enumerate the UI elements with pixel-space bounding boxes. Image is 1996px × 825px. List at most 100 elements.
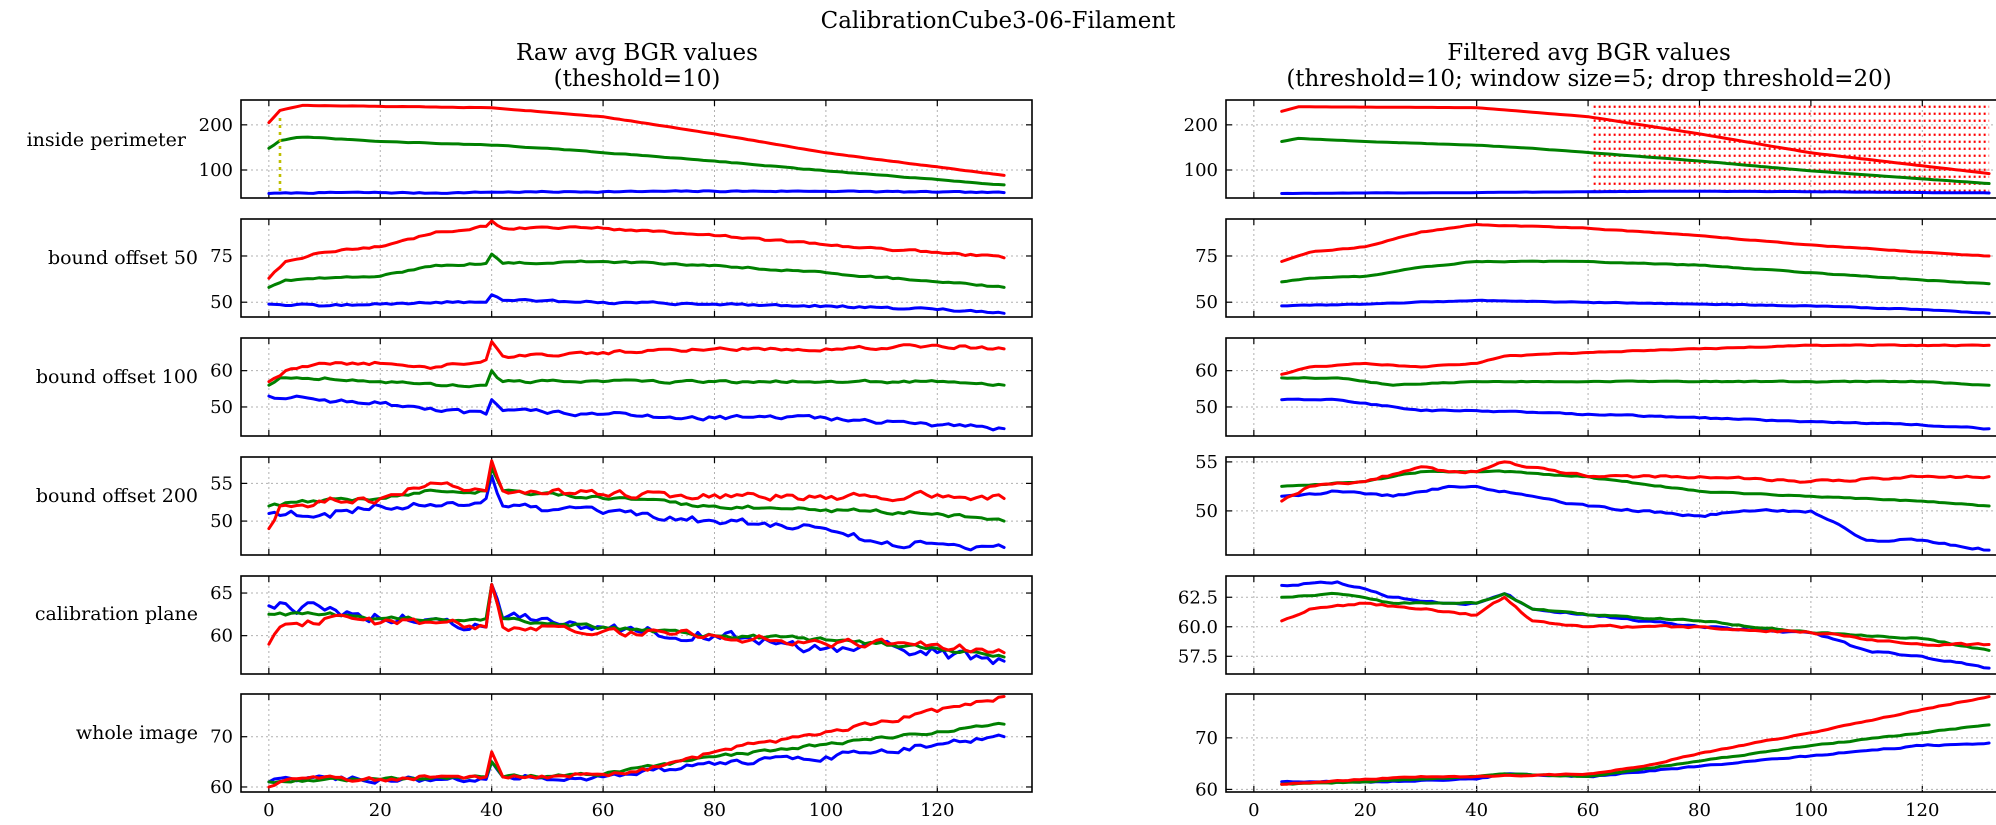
x-tick-label: 80: [703, 800, 726, 821]
y-tick-label: 200: [199, 115, 233, 136]
y-tick-label: 60: [1195, 779, 1218, 800]
row-label-bound-offset-100: bound offset 100: [36, 366, 198, 388]
series-line-green: [267, 583, 1006, 659]
axes-frame: [1225, 693, 1996, 793]
row-label-inside-perimeter: inside perimeter: [27, 129, 187, 151]
chart-panel: 50 75: [210, 218, 1033, 318]
chart-panel: 50 55: [1195, 452, 1996, 556]
y-tick-label: 50: [1195, 292, 1218, 313]
y-tick-label: 60: [210, 361, 233, 382]
column-title-raw-line2: (theshold=10): [554, 66, 721, 92]
series-line-red: [267, 459, 1006, 531]
column-title-filtered-line1: Filtered avg BGR values: [1447, 40, 1731, 66]
series-line-red: [1280, 223, 1991, 263]
series-line-red: [267, 340, 1006, 384]
series-line-blue: [1280, 397, 1991, 431]
series-line-blue: [267, 189, 1006, 195]
axes-frame: [1225, 456, 1996, 556]
y-tick-label: 100: [199, 160, 233, 181]
chart-panels: 1002001002005075507550605060505550556065…: [199, 99, 1996, 821]
y-tick-label: 62.5: [1178, 587, 1218, 608]
x-tick-label: 120: [1905, 800, 1939, 821]
y-tick-label: 50: [210, 397, 233, 418]
column-title-raw-line1: Raw avg BGR values: [516, 40, 758, 66]
series-line-red: [267, 695, 1006, 789]
chart-panel: 100 200: [1184, 99, 1996, 199]
chart-panel: 50 60: [1195, 337, 1996, 437]
y-tick-label: 200: [1184, 115, 1218, 136]
y-tick-label: 100: [1184, 160, 1218, 181]
chart-panel: 0 20 40 60 80 100 120 60 70: [1195, 693, 1996, 821]
series-line-red: [1280, 460, 1991, 503]
y-tick-label: 50: [210, 292, 233, 313]
chart-panel: 100 200: [199, 99, 1033, 199]
series-line-blue: [267, 293, 1006, 315]
y-tick-label: 50: [1195, 501, 1218, 522]
series-line-green: [1280, 376, 1991, 387]
axes-frame: [240, 337, 1033, 437]
y-tick-label: 60.0: [1178, 617, 1218, 638]
x-tick-label: 60: [592, 800, 615, 821]
y-tick-label: 75: [1195, 246, 1218, 267]
series-line-blue: [267, 733, 1006, 785]
series-line-blue: [1280, 741, 1991, 784]
row-label-bound-offset-200: bound offset 200: [36, 485, 198, 507]
x-tick-label: 0: [1248, 800, 1259, 821]
axes-frame: [240, 575, 1033, 675]
series-line-red: [1280, 343, 1991, 376]
series-line-blue: [1280, 189, 1991, 195]
series-line-blue: [1280, 580, 1991, 670]
series-line-red: [1280, 105, 1991, 176]
axes-frame: [1225, 575, 1996, 675]
series-line-blue: [267, 474, 1006, 552]
x-tick-label: 20: [1354, 800, 1377, 821]
series-line-red: [1280, 695, 1991, 786]
axes-frame: [240, 99, 1033, 199]
x-tick-label: 20: [369, 800, 392, 821]
row-label-bound-offset-50: bound offset 50: [48, 247, 198, 269]
row-label-calibration-plane: calibration plane: [35, 603, 198, 625]
y-tick-label: 50: [210, 511, 233, 532]
series-line-green: [267, 369, 1006, 389]
series-line-green: [1280, 136, 1991, 185]
series-line-blue: [267, 394, 1006, 432]
axes-frame: [1225, 218, 1996, 318]
series-line-green: [1280, 259, 1991, 286]
chart-panel: 57.5 60.0 62.5: [1178, 575, 1996, 675]
y-tick-label: 50: [1195, 397, 1218, 418]
y-tick-label: 75: [210, 246, 233, 267]
y-tick-label: 70: [210, 727, 233, 748]
axes-frame: [240, 218, 1033, 318]
axes-frame: [240, 456, 1033, 556]
row-label-whole-image: whole image: [76, 722, 198, 744]
series-line-red: [1280, 595, 1991, 648]
chart-panel: 50 60: [210, 337, 1033, 437]
y-tick-label: 60: [210, 626, 233, 647]
y-tick-label: 60: [1195, 361, 1218, 382]
series-line-green: [1280, 469, 1991, 508]
x-tick-label: 80: [1688, 800, 1711, 821]
y-tick-label: 60: [210, 777, 233, 798]
series-line-red: [267, 103, 1006, 177]
column-title-filtered-line2: (threshold=10; window size=5; drop thres…: [1286, 66, 1891, 92]
axes-frame: [1225, 99, 1996, 199]
chart-panel: 50 75: [1195, 218, 1996, 318]
series-line-blue: [1280, 484, 1991, 552]
x-tick-label: 120: [920, 800, 954, 821]
series-line-red: [267, 219, 1006, 280]
series-line-green: [267, 135, 1006, 187]
figure-suptitle: CalibrationCube3-06-Filament: [821, 8, 1177, 34]
x-tick-label: 100: [1794, 800, 1828, 821]
y-tick-label: 55: [210, 473, 233, 494]
y-tick-label: 55: [1195, 452, 1218, 473]
series-line-green: [1280, 591, 1991, 652]
x-tick-label: 40: [480, 800, 503, 821]
y-tick-label: 57.5: [1178, 646, 1218, 667]
chart-panel: 0 20 40 60 80 100 120 60 70: [210, 693, 1033, 821]
axes-frame: [240, 693, 1033, 793]
chart-panel: 60 65: [210, 575, 1033, 675]
series-line-green: [1280, 723, 1991, 786]
y-tick-label: 70: [1195, 728, 1218, 749]
y-tick-label: 65: [210, 583, 233, 604]
